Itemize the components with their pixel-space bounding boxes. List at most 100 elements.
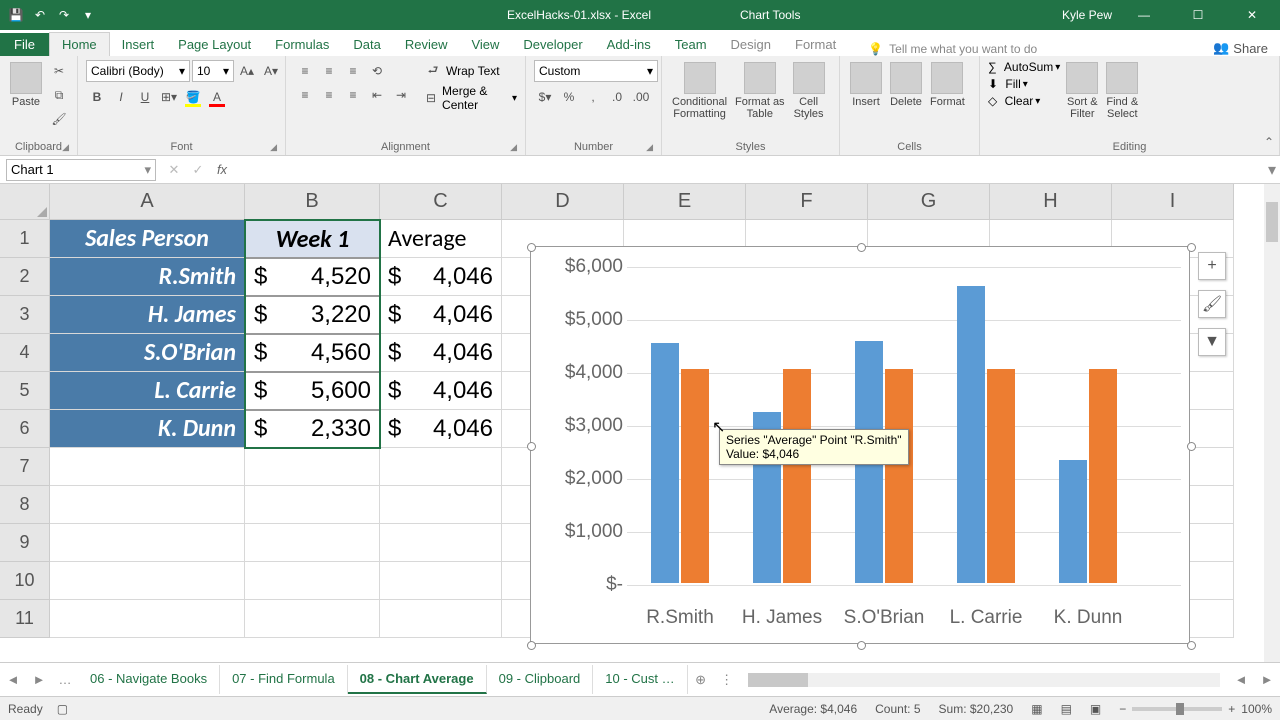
tab-data[interactable]: Data xyxy=(341,33,392,56)
tab-insert[interactable]: Insert xyxy=(110,33,167,56)
col-header-E[interactable]: E xyxy=(624,184,746,220)
row-header-5[interactable]: 5 xyxy=(0,372,50,410)
cancel-formula-icon[interactable]: ✕ xyxy=(162,162,186,178)
comma-icon[interactable]: , xyxy=(582,86,604,108)
tab-file[interactable]: File xyxy=(0,33,49,56)
bold-button[interactable]: B xyxy=(86,86,108,108)
tell-me[interactable]: 💡 Tell me what you want to do xyxy=(868,42,1037,56)
percent-icon[interactable]: % xyxy=(558,86,580,108)
italic-button[interactable]: I xyxy=(110,86,132,108)
cell-B6[interactable]: $2,330 xyxy=(245,410,380,448)
grow-font-icon[interactable]: A▴ xyxy=(236,60,258,82)
redo-icon[interactable]: ↷ xyxy=(56,7,72,23)
currency-icon[interactable]: $▾ xyxy=(534,86,556,108)
cell-B4[interactable]: $4,560 xyxy=(245,334,380,372)
cell-A6[interactable]: K. Dunn xyxy=(50,410,245,448)
sort-filter-button[interactable]: Sort & Filter xyxy=(1064,60,1100,122)
chart-resize-handle[interactable] xyxy=(1187,442,1196,451)
bar-average[interactable] xyxy=(1089,369,1117,583)
bar-average[interactable] xyxy=(783,369,811,583)
row-header-3[interactable]: 3 xyxy=(0,296,50,334)
row-header-1[interactable]: 1 xyxy=(0,220,50,258)
align-left-icon[interactable]: ≡ xyxy=(294,84,316,106)
font-size-combo[interactable]: 10▾ xyxy=(192,60,234,82)
view-pagebreak-icon[interactable]: ▣ xyxy=(1090,702,1101,716)
chart-resize-handle[interactable] xyxy=(527,243,536,252)
close-button[interactable]: ✕ xyxy=(1230,0,1274,30)
align-bottom-icon[interactable]: ≡ xyxy=(342,60,364,82)
cell-styles-button[interactable]: Cell Styles xyxy=(791,60,827,122)
bar-week1[interactable] xyxy=(957,286,985,583)
cell-C1[interactable]: Average xyxy=(380,220,502,258)
tab-team[interactable]: Team xyxy=(663,33,719,56)
tab-developer[interactable]: Developer xyxy=(511,33,594,56)
bar-week1[interactable] xyxy=(651,343,679,583)
align-center-icon[interactable]: ≡ xyxy=(318,84,340,106)
cell-A4[interactable]: S.O'Brian xyxy=(50,334,245,372)
cell-A2[interactable]: R.Smith xyxy=(50,258,245,296)
orientation-icon[interactable]: ⟲ xyxy=(366,60,388,82)
select-all-corner[interactable] xyxy=(0,184,50,220)
sheet-nav-more[interactable]: … xyxy=(52,672,78,687)
cut-icon[interactable]: ✂ xyxy=(48,60,70,82)
bar-average[interactable] xyxy=(885,369,913,583)
row-header-6[interactable]: 6 xyxy=(0,410,50,448)
tab-review[interactable]: Review xyxy=(393,33,460,56)
font-color-button[interactable]: A xyxy=(206,86,228,108)
collapse-ribbon-icon[interactable]: ⌃ xyxy=(1264,135,1274,149)
conditional-formatting-button[interactable]: Conditional Formatting xyxy=(670,60,729,122)
bar-average[interactable] xyxy=(987,369,1015,583)
col-header-F[interactable]: F xyxy=(746,184,868,220)
tab-add-ins[interactable]: Add-ins xyxy=(595,33,663,56)
chart-resize-handle[interactable] xyxy=(527,641,536,650)
align-top-icon[interactable]: ≡ xyxy=(294,60,316,82)
number-format-combo[interactable]: Custom▾ xyxy=(534,60,658,82)
row-header-10[interactable]: 10 xyxy=(0,562,50,600)
chart-resize-handle[interactable] xyxy=(527,442,536,451)
chart-filter-icon[interactable]: ▼ xyxy=(1198,328,1226,356)
row-header-7[interactable]: 7 xyxy=(0,448,50,486)
add-sheet-button[interactable]: ⊕ xyxy=(688,672,714,688)
maximize-button[interactable]: ☐ xyxy=(1176,0,1220,30)
cell-A5[interactable]: L. Carrie xyxy=(50,372,245,410)
shrink-font-icon[interactable]: A▾ xyxy=(260,60,282,82)
macro-record-icon[interactable]: ▢ xyxy=(57,702,68,716)
cell-A3[interactable]: H. James xyxy=(50,296,245,334)
col-header-A[interactable]: A xyxy=(50,184,245,220)
vertical-scrollbar[interactable] xyxy=(1264,184,1280,662)
enter-formula-icon[interactable]: ✓ xyxy=(186,162,210,178)
underline-button[interactable]: U xyxy=(134,86,156,108)
sheet-tab[interactable]: 08 - Chart Average xyxy=(348,665,487,694)
row-header-11[interactable]: 11 xyxy=(0,600,50,638)
share-button[interactable]: 👥 Share xyxy=(1213,40,1268,56)
chart-resize-handle[interactable] xyxy=(1187,641,1196,650)
dec-decimal-icon[interactable]: .00 xyxy=(630,86,652,108)
col-header-G[interactable]: G xyxy=(868,184,990,220)
bar-week1[interactable] xyxy=(1059,460,1087,583)
tab-formulas[interactable]: Formulas xyxy=(263,33,341,56)
align-right-icon[interactable]: ≡ xyxy=(342,84,364,106)
sheet-tab[interactable]: 09 - Clipboard xyxy=(487,665,594,694)
sheet-nav-next[interactable]: ► xyxy=(26,672,52,687)
cell-B5[interactable]: $5,600 xyxy=(245,372,380,410)
col-header-B[interactable]: B xyxy=(245,184,380,220)
row-header-9[interactable]: 9 xyxy=(0,524,50,562)
chart-styles-icon[interactable]: 🖌 xyxy=(1198,290,1226,318)
cell-C4[interactable]: $4,046 xyxy=(380,334,502,372)
fx-icon[interactable]: fx xyxy=(210,162,234,177)
chart-resize-handle[interactable] xyxy=(857,641,866,650)
col-header-I[interactable]: I xyxy=(1112,184,1234,220)
indent-dec-icon[interactable]: ⇤ xyxy=(366,84,388,106)
copy-icon[interactable]: ⧉ xyxy=(48,84,70,106)
zoom-slider[interactable]: −+ 100% xyxy=(1119,702,1272,716)
chart-resize-handle[interactable] xyxy=(857,243,866,252)
col-header-D[interactable]: D xyxy=(502,184,624,220)
clear-button[interactable]: ◇ Clear▾ xyxy=(988,94,1060,108)
view-normal-icon[interactable]: ▦ xyxy=(1031,702,1042,716)
chart-elements-icon[interactable]: + xyxy=(1198,252,1226,280)
cell-C3[interactable]: $4,046 xyxy=(380,296,502,334)
sheet-tab[interactable]: 07 - Find Formula xyxy=(220,665,348,694)
tab-page-layout[interactable]: Page Layout xyxy=(166,33,263,56)
format-painter-icon[interactable]: 🖌 xyxy=(48,108,70,130)
inc-decimal-icon[interactable]: .0 xyxy=(606,86,628,108)
